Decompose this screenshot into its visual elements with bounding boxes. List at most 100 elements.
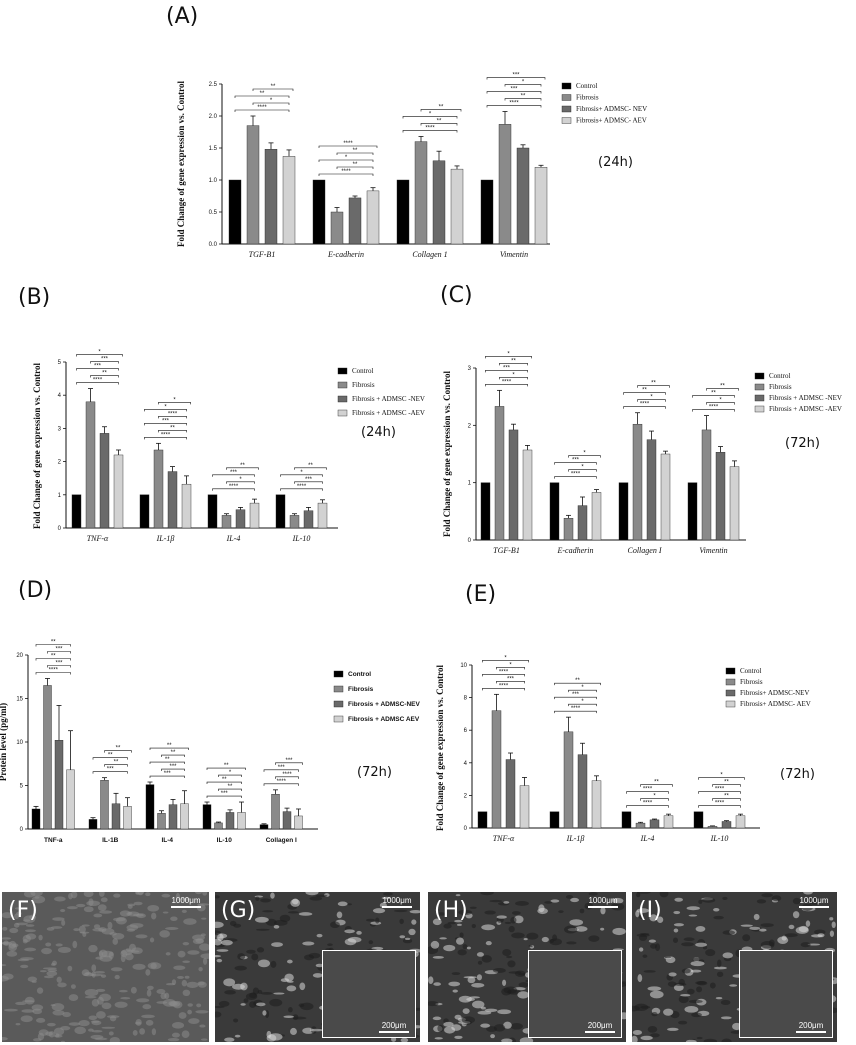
cell-blob — [25, 933, 37, 940]
cell-blob — [34, 896, 40, 899]
significance-label-a: ** — [271, 84, 276, 90]
cell-blob — [215, 938, 222, 946]
cell-blob — [437, 1024, 444, 1033]
cell-blob — [588, 892, 598, 896]
cell-blob — [771, 895, 782, 902]
bar-c-1-3 — [591, 492, 602, 541]
legend-label-d-3: Fibrosis + ADMSC AEV — [348, 716, 420, 723]
bar-a-3-1 — [498, 124, 512, 245]
cell-blob — [252, 987, 260, 995]
cell-blob — [760, 923, 774, 928]
bar-c-2-2 — [646, 439, 657, 541]
legend-label-b-0: Control — [352, 367, 373, 375]
micrograph-i: (I) 1000μm 200μm — [632, 892, 837, 1042]
cell-blob — [97, 904, 107, 911]
significance-bracket-a — [486, 105, 542, 108]
cell-blob — [25, 924, 35, 927]
timepoint-label-a: (24h) — [598, 155, 633, 170]
cell-blob — [678, 995, 689, 1004]
significance-label-a: ** — [439, 104, 444, 110]
cell-blob — [347, 936, 362, 943]
cell-blob — [459, 932, 464, 938]
legend-label-c-2: Fibrosis + ADMSC -NEV — [769, 394, 842, 402]
significance-label-d: *** — [278, 765, 286, 771]
cell-blob — [178, 1012, 187, 1019]
cell-blob — [94, 971, 105, 974]
significance-bracket-a — [504, 84, 542, 87]
cell-blob — [803, 892, 813, 895]
significance-label-d: ** — [114, 760, 119, 766]
bar-e-1-2 — [577, 754, 588, 829]
cell-blob — [829, 917, 834, 921]
significance-label-d: ** — [51, 639, 56, 645]
cell-blob — [199, 943, 209, 951]
significance-bracket-d — [92, 771, 128, 774]
cell-blob — [829, 930, 835, 937]
cell-blob — [688, 914, 698, 917]
significance-label-a: *** — [512, 73, 520, 79]
cell-blob — [96, 988, 106, 992]
cell-blob — [13, 922, 20, 928]
significance-bracket-d — [206, 767, 246, 771]
cell-blob — [54, 896, 66, 902]
cell-blob — [647, 986, 662, 991]
significance-label-d: ** — [224, 763, 229, 769]
cell-blob — [674, 897, 683, 902]
cell-blob — [503, 1021, 512, 1029]
cell-blob — [202, 892, 208, 896]
cell-blob — [15, 1001, 27, 1006]
cell-blob — [528, 945, 533, 948]
x-tick-label-a: E-cadherin — [327, 250, 364, 259]
cell-blob — [372, 908, 386, 914]
significance-bracket-a — [486, 77, 546, 80]
scale-text-i: 1000μm — [799, 896, 829, 905]
cell-blob — [165, 952, 171, 956]
cell-blob — [240, 1003, 246, 1006]
cell-blob — [3, 940, 9, 946]
cell-blob — [695, 925, 706, 932]
cell-blob — [164, 992, 170, 1000]
cell-blob — [327, 943, 333, 947]
significance-label-b: *** — [305, 477, 313, 483]
cell-blob — [504, 921, 512, 924]
cell-blob — [647, 1025, 658, 1033]
legend-label-a-0: Control — [576, 82, 597, 90]
x-tick-label-d: IL-1B — [102, 837, 119, 844]
cell-blob — [563, 925, 578, 934]
cell-blob — [120, 996, 131, 1000]
bar-e-2-0 — [621, 811, 632, 829]
cell-blob — [21, 1009, 35, 1013]
cell-blob — [41, 947, 52, 955]
cell-blob — [638, 934, 648, 941]
cell-blob — [195, 892, 203, 895]
significance-label-d: ** — [116, 746, 121, 752]
cell-blob — [814, 929, 826, 935]
cell-blob — [83, 892, 94, 898]
y-axis-label-e: Fold Change of gene expression vs. Contr… — [435, 665, 445, 831]
cell-blob — [337, 901, 348, 907]
significance-label-a: **** — [257, 105, 267, 111]
bar-b-2-3 — [249, 502, 260, 529]
bar-d-3-3 — [237, 812, 246, 830]
bar-e-2-2 — [649, 819, 660, 829]
cell-blob — [344, 929, 355, 934]
significance-label-a: ** — [521, 94, 526, 100]
x-tick-label-c: TGF-B1 — [493, 546, 520, 555]
legend-swatch-e-3 — [725, 700, 736, 708]
cell-blob — [109, 1015, 117, 1022]
significance-bracket-b — [280, 488, 323, 491]
significance-bracket-b — [76, 368, 119, 371]
bar-a-0-2 — [264, 149, 278, 245]
cell-blob — [368, 940, 374, 945]
cell-blob — [216, 949, 229, 952]
legend-label-c-1: Fibrosis — [769, 383, 792, 391]
legend-label-d-1: Fibrosis — [348, 686, 374, 693]
significance-bracket-c — [706, 402, 735, 405]
cell-blob — [552, 934, 558, 941]
inset-scale-text-g: 200μm — [381, 1021, 407, 1030]
x-tick-label-a: TGF-B1 — [249, 250, 276, 259]
cell-blob — [800, 942, 811, 948]
significance-bracket-a — [318, 159, 374, 162]
timepoint-label-b: (24h) — [361, 425, 396, 440]
significance-label-d: *** — [169, 764, 177, 770]
